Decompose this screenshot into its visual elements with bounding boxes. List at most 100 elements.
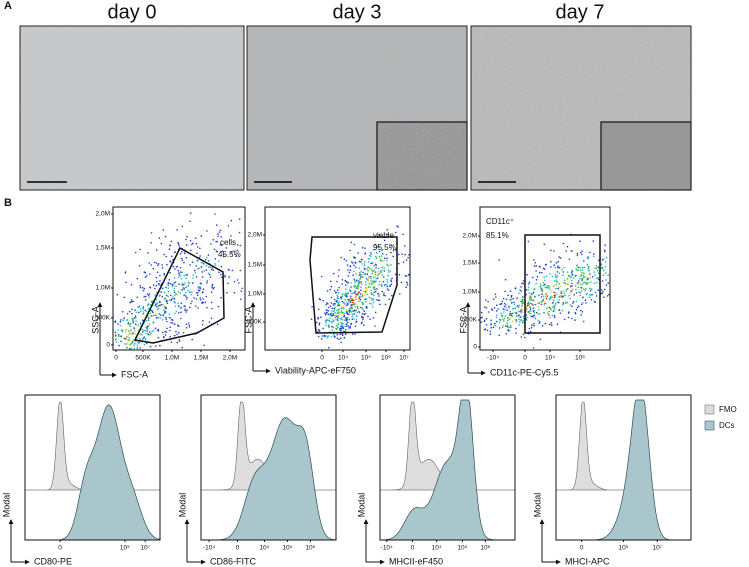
event-dot	[502, 308, 505, 310]
event-dot	[125, 281, 127, 284]
event-dot	[571, 250, 573, 252]
event-dot	[545, 292, 548, 294]
event-dot	[549, 307, 552, 310]
event-dot	[338, 301, 341, 303]
event-dot	[575, 308, 578, 311]
event-dot	[115, 341, 118, 344]
event-dot	[558, 282, 560, 285]
event-dot	[337, 317, 340, 320]
event-dot	[375, 267, 377, 269]
event-dot	[335, 300, 338, 303]
event-dot	[120, 353, 122, 355]
event-dot	[353, 309, 356, 312]
event-dot	[167, 290, 170, 293]
event-dot	[361, 294, 364, 297]
event-dot	[157, 336, 160, 339]
event-dot	[357, 284, 360, 286]
y-axis-label: Modal	[1, 493, 11, 518]
event-dot	[186, 297, 188, 299]
event-dot	[530, 303, 533, 305]
event-dot	[343, 336, 346, 339]
event-dot	[536, 276, 539, 278]
event-dot	[197, 289, 200, 292]
event-dot	[508, 314, 511, 317]
event-dot	[217, 305, 220, 308]
event-dot	[533, 325, 535, 327]
event-dot	[180, 307, 182, 310]
event-dot	[336, 295, 339, 298]
event-dot	[345, 319, 347, 321]
event-dot	[555, 276, 558, 279]
event-dot	[520, 300, 522, 303]
event-dot	[327, 306, 330, 309]
event-dot	[144, 295, 147, 298]
event-dot	[194, 272, 197, 274]
event-dot	[351, 333, 354, 335]
event-dot	[339, 330, 342, 332]
event-dot	[155, 280, 158, 283]
event-dot	[526, 304, 529, 307]
event-dot	[404, 245, 406, 247]
event-dot	[150, 242, 152, 244]
event-dot	[117, 329, 119, 331]
event-dot	[554, 306, 556, 308]
event-dot	[519, 321, 521, 323]
event-dot	[543, 276, 545, 278]
event-dot	[334, 302, 336, 305]
event-dot	[544, 279, 546, 282]
event-dot	[592, 240, 595, 242]
event-dot	[134, 342, 136, 345]
event-dot	[533, 288, 535, 290]
event-dot	[588, 287, 591, 290]
event-dot	[496, 304, 498, 307]
event-dot	[589, 289, 592, 292]
event-dot	[529, 299, 531, 302]
event-dot	[239, 269, 242, 272]
event-dot	[325, 335, 327, 337]
event-dot	[168, 279, 171, 281]
event-dot	[525, 289, 528, 291]
event-dot	[144, 309, 146, 312]
event-dot	[595, 267, 598, 270]
event-dot	[495, 296, 497, 298]
event-dot	[347, 282, 349, 284]
event-dot	[354, 290, 356, 293]
event-dot	[499, 319, 501, 321]
event-dot	[527, 288, 529, 291]
event-dot	[183, 274, 185, 277]
event-dot	[160, 242, 163, 245]
event-dot	[630, 287, 632, 289]
plot-frame	[379, 394, 516, 541]
event-dot	[318, 322, 321, 325]
event-dot	[493, 323, 496, 325]
event-dot	[572, 302, 574, 304]
event-dot	[241, 287, 243, 290]
event-dot	[551, 324, 553, 327]
event-dot	[184, 308, 186, 310]
plot-frame	[200, 394, 337, 541]
event-dot	[359, 293, 362, 295]
event-dot	[583, 281, 585, 284]
event-dot	[504, 315, 507, 317]
event-dot	[531, 276, 534, 279]
event-dot	[381, 260, 384, 263]
event-dot	[532, 307, 535, 310]
event-dot	[370, 277, 372, 280]
event-dot	[183, 261, 185, 264]
event-dot	[177, 269, 180, 272]
event-dot	[136, 277, 139, 280]
event-dot	[383, 270, 386, 272]
plot-frame	[24, 394, 161, 541]
event-dot	[148, 273, 151, 275]
event-dot	[138, 265, 141, 267]
event-dot	[238, 218, 241, 220]
x-tick-label: -10⁴	[203, 545, 215, 552]
event-dot	[338, 308, 340, 311]
event-dot	[498, 259, 500, 261]
event-dot	[341, 279, 344, 281]
event-dot	[217, 235, 219, 238]
event-dot	[562, 274, 564, 277]
event-dot	[526, 316, 529, 319]
event-dot	[359, 300, 361, 303]
event-dot	[565, 250, 568, 252]
